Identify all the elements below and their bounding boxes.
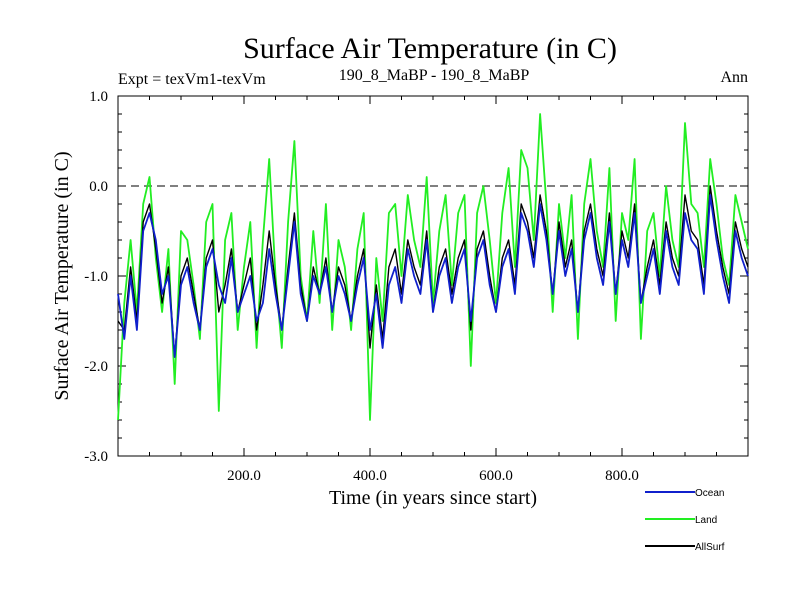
period-label: Ann [720, 69, 748, 86]
x-tick-label: 600.0 [479, 468, 513, 484]
experiment-label: Expt = texVm1-texVm [118, 71, 266, 88]
legend: Ocean Land AllSurf [645, 488, 725, 553]
y-axis-label: Surface Air Temperature (in C) [51, 151, 73, 400]
legend-label-allsurf: AllSurf [695, 542, 725, 553]
y-tick-label: -1.0 [84, 269, 108, 285]
y-tick-label: -3.0 [84, 449, 108, 465]
series-line-land [117, 113, 749, 421]
series-line-ocean [117, 194, 749, 358]
y-tick-label: -2.0 [84, 359, 108, 375]
series-lines [117, 113, 749, 421]
x-tick-label: 400.0 [353, 468, 387, 484]
axis-ticks: 200.0 400.0 600.0 800.0 -3.0 -2.0 -1.0 0.0 1.0 [84, 89, 748, 484]
legend-label-ocean: Ocean [695, 488, 724, 499]
x-axis-label: Time (in years since start) [329, 487, 537, 509]
x-tick-label: 800.0 [605, 468, 639, 484]
y-tick-label: 1.0 [89, 89, 108, 105]
y-tick-label: 0.0 [89, 179, 108, 195]
legend-label-land: Land [695, 515, 717, 526]
comparison-label: 190_8_MaBP - 190_8_MaBP [339, 67, 530, 84]
x-tick-label: 200.0 [227, 468, 261, 484]
chart-title: Surface Air Temperature (in C) [243, 32, 617, 65]
plot-frame [117, 95, 749, 457]
